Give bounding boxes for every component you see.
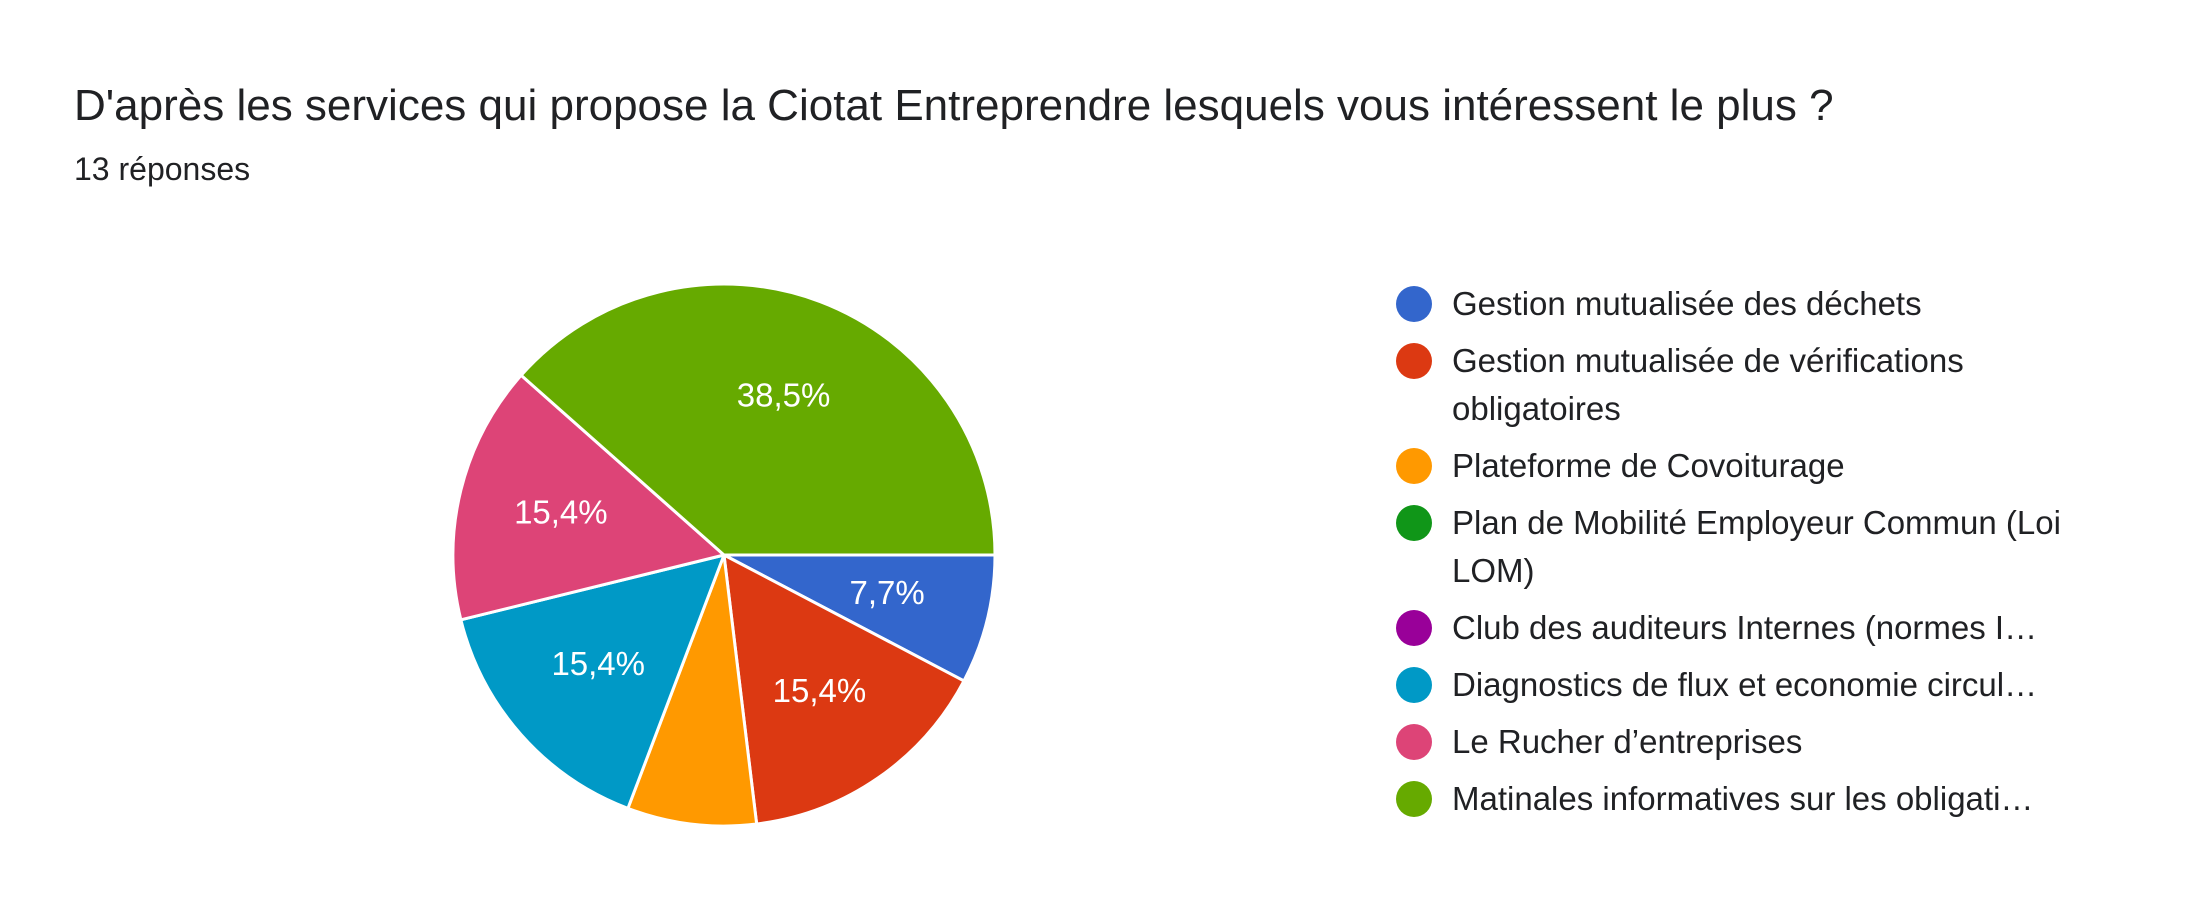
legend-label: Gestion mutualisée des déchets [1452,285,1922,322]
pie-slice-1[interactable] [722,553,966,826]
pie-slice-0[interactable] [722,553,997,683]
legend-label: Matinales informatives sur les obligati… [1452,780,2034,817]
pie-slice-6[interactable] [451,373,726,622]
slice-percent-label: 15,4% [551,645,645,682]
legend-item[interactable]: Diagnostics de flux et economie circul… [1396,661,2116,709]
slice-percent-label: 38,5% [737,377,831,414]
legend-swatch [1396,610,1432,646]
legend-swatch [1396,667,1432,703]
legend-item[interactable]: Plan de Mobilité Employeur Commun (Loi L… [1396,499,2116,595]
legend-swatch [1396,724,1432,760]
legend-label: Diagnostics de flux et economie circul… [1452,666,2038,703]
legend-item[interactable]: Gestion mutualisée des déchets [1396,280,2116,328]
legend-swatch [1396,781,1432,817]
pie-slice-7[interactable] [519,282,997,557]
legend-label: Plan de Mobilité Employeur Commun (Loi L… [1452,504,2061,589]
slice-percent-label: 15,4% [773,672,867,709]
pie-slices [451,282,997,828]
legend-label: Club des auditeurs Internes (normes I… [1452,609,2038,646]
chart-legend: Gestion mutualisée des déchets Gestion mu… [1396,280,2116,832]
legend-label: Le Rucher d’entreprises [1452,723,1803,760]
response-count: 13 réponses [74,151,251,187]
legend-swatch [1396,286,1432,322]
legend-item[interactable]: Club des auditeurs Internes (normes I… [1396,604,2116,652]
legend-label: Gestion mutualisée de vérifications obli… [1452,342,1964,427]
legend-item[interactable]: Plateforme de Covoiturage [1396,442,2116,490]
pie-labels: 7,7% 15,4% 15,4% 15,4% 38,5% [514,377,925,709]
legend-swatch [1396,448,1432,484]
legend-item[interactable]: Gestion mutualisée de vérifications obli… [1396,337,2116,433]
legend-swatch [1396,343,1432,379]
pie-slice-5[interactable] [459,553,726,810]
legend-item[interactable]: Le Rucher d’entreprises [1396,718,2116,766]
pie-slice-2[interactable] [626,553,759,828]
legend-label: Plateforme de Covoiturage [1452,447,1845,484]
legend-swatch [1396,505,1432,541]
legend-item[interactable]: Matinales informatives sur les obligati… [1396,775,2116,823]
slice-percent-label: 7,7% [850,574,925,611]
slice-percent-label: 15,4% [514,494,608,531]
chart-title: D'après les services qui propose la Ciot… [74,81,1834,130]
